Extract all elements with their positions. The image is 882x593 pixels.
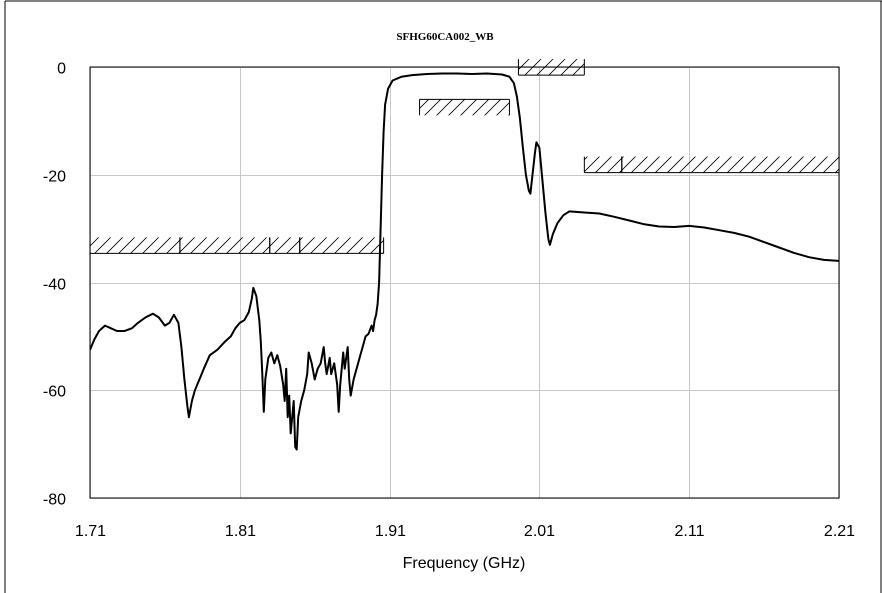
spec-mask-hatch <box>90 237 180 254</box>
plot-area-border <box>89 66 840 499</box>
spec-mask-hatch <box>269 237 300 254</box>
grid <box>90 67 840 499</box>
spec-mask-hatch <box>419 99 510 116</box>
spec-mask-hatch <box>621 156 839 173</box>
y-tick-label: -80 <box>43 492 66 509</box>
x-axis-label: Frequency (GHz) <box>403 555 526 572</box>
x-tick-label: 2.21 <box>824 523 855 540</box>
y-axis-ticks: 0 -20 -40 -60 -80 <box>43 61 66 509</box>
x-tick-label: 2.11 <box>675 523 705 540</box>
series-layer <box>90 72 839 451</box>
y-tick-label: -40 <box>43 277 66 294</box>
spec-masks <box>89 59 840 254</box>
x-axis-ticks: 1.71 1.81 1.91 2.01 2.11 2.21 <box>75 523 855 540</box>
spec-mask-hatch <box>584 156 622 173</box>
spec-mask-hatch <box>299 237 384 254</box>
response-curve <box>90 72 839 451</box>
y-tick-label: -60 <box>43 384 66 401</box>
x-tick-label: 1.71 <box>75 523 106 540</box>
x-tick-label: 2.01 <box>524 523 555 540</box>
x-tick-label: 1.81 <box>225 523 256 540</box>
x-tick-label: 1.91 <box>375 523 406 540</box>
y-tick-label: -20 <box>43 169 66 186</box>
chart-title: SFHG60CA002_WB <box>396 31 494 43</box>
spec-mask-hatch <box>179 237 270 254</box>
y-tick-label: 0 <box>57 61 66 78</box>
